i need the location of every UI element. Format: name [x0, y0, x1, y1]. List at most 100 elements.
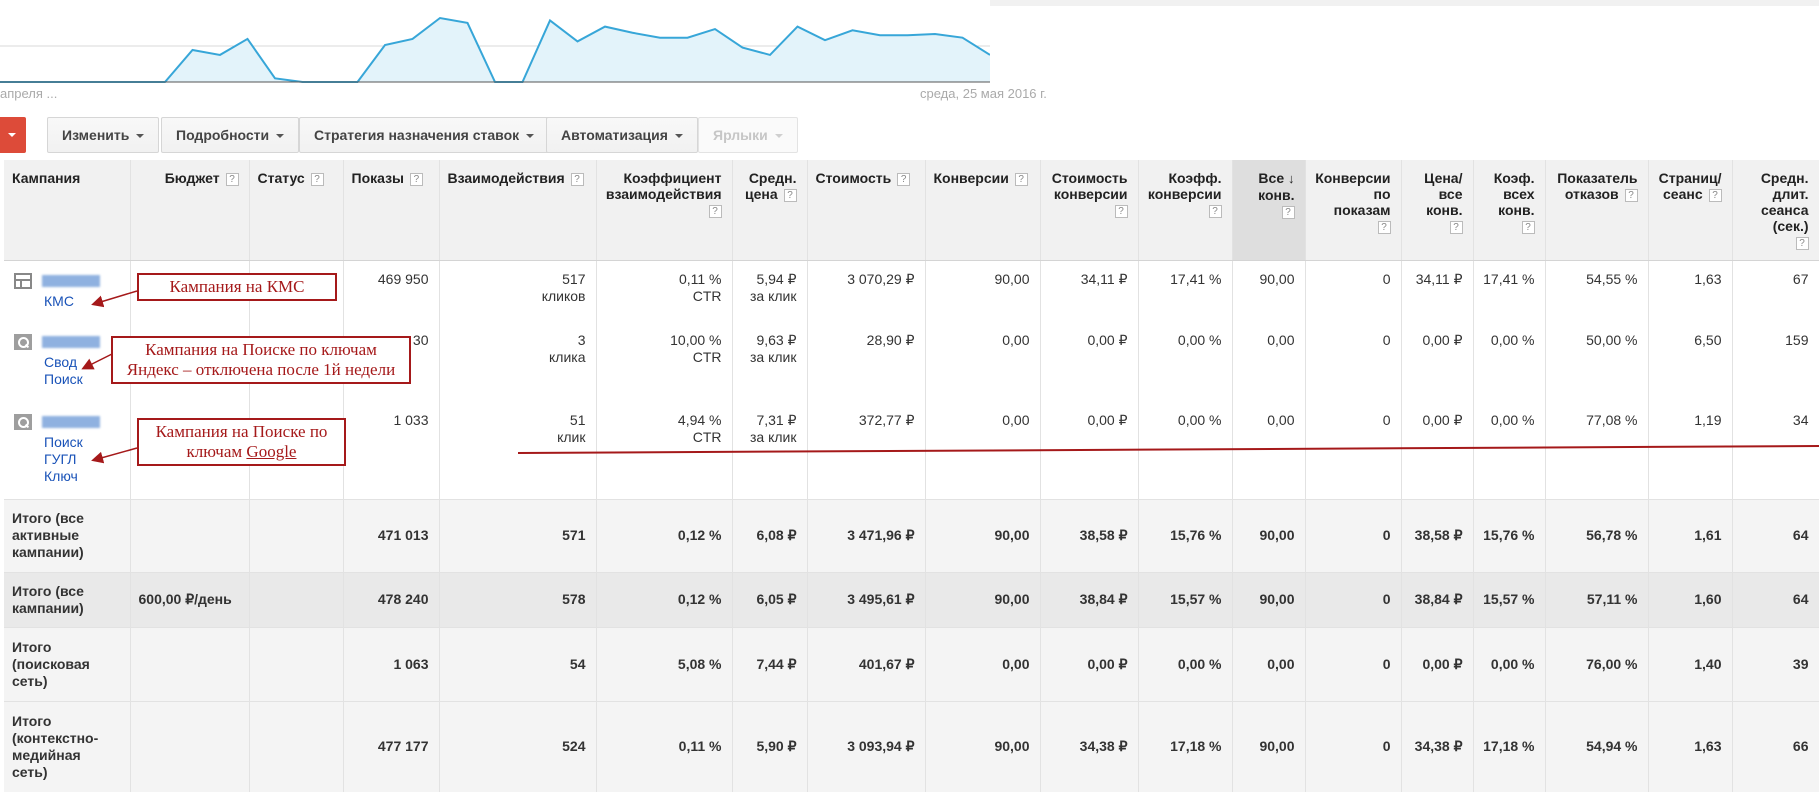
duration-cell: 39 [1732, 626, 1819, 701]
cost-all-conv-cell: 34,11 ₽ [1401, 260, 1474, 322]
all-conv-rate-cell: 0,00 % [1473, 402, 1546, 499]
help-icon[interactable]: ? [1624, 188, 1638, 202]
interactions-cell: 578 [439, 571, 597, 627]
cost-cell: 3 471,96 ₽ [807, 498, 926, 572]
all-conv-rate-cell: 17,41 % [1473, 260, 1546, 322]
help-icon[interactable]: ? [897, 172, 911, 186]
chevron-down-icon [526, 134, 535, 139]
help-icon[interactable]: ? [1014, 172, 1028, 186]
conversions-cell: 0,00 [925, 402, 1041, 499]
col-cost[interactable]: Стоимость ? [807, 160, 926, 261]
col-cost-per-conversion[interactable]: Стоимость конверсии? [1040, 160, 1139, 261]
help-icon[interactable]: ? [1208, 204, 1222, 218]
bid-strategy-button[interactable]: Стратегия назначения ставок [299, 117, 550, 153]
annotation-yandex: Кампания на Поиске по ключам Яндекс – отк… [111, 336, 411, 384]
duration-cell: 66 [1732, 700, 1819, 792]
campaign-link[interactable]: Поиск ГУГЛ Ключ [44, 434, 83, 484]
automation-button[interactable]: Автоматизация [546, 117, 698, 153]
cost-cell: 28,90 ₽ [807, 322, 926, 402]
annotation-kms: Кампания на КМС [137, 273, 337, 301]
chart-date-end: среда, 25 мая 2016 г. [920, 86, 1047, 101]
duration-cell: 67 [1732, 260, 1819, 322]
col-interactions[interactable]: Взаимодействия ? [439, 160, 597, 261]
budget-cell [130, 626, 250, 701]
help-icon[interactable]: ? [1114, 204, 1128, 218]
details-button[interactable]: Подробности [161, 117, 300, 153]
add-campaign-button[interactable] [0, 117, 26, 153]
campaign-cell: Поиск ГУГЛ Ключ [4, 402, 131, 499]
col-budget[interactable]: Бюджет ? [130, 160, 250, 261]
help-icon[interactable]: ? [409, 172, 423, 186]
help-icon[interactable]: ? [1449, 220, 1463, 234]
sort-arrow-icon: ↓ [1288, 171, 1295, 186]
chevron-down-icon [674, 134, 683, 139]
campaign-link[interactable]: Свод Поиск [44, 354, 83, 387]
total-row-display: Итого (контекстно-медийная сеть) 477 177 5… [4, 700, 1819, 792]
conversions-cell: 0,00 [925, 322, 1041, 402]
rate-cell: 0,12 % [596, 498, 733, 572]
cost-all-conv-cell: 34,38 ₽ [1401, 700, 1474, 792]
conv-rate-cell: 0,00 % [1138, 626, 1233, 701]
interactions-cell: 524 [439, 700, 597, 792]
col-campaign[interactable]: Кампания [4, 160, 131, 261]
total-row-active: Итого (все активные кампании) 471 013 571 … [4, 498, 1819, 572]
pages-cell: 1,63 [1648, 260, 1733, 322]
avg-cost-cell: 5,94 ₽ за клик [732, 260, 808, 322]
help-icon[interactable]: ? [570, 172, 584, 186]
pages-cell: 1,19 [1648, 402, 1733, 499]
bounce-cell: 56,78 % [1545, 498, 1649, 572]
cost-all-conv-cell: 38,84 ₽ [1401, 571, 1474, 627]
conv-rate-cell: 0,00 % [1138, 402, 1233, 499]
cost-conv-cell: 38,58 ₽ [1040, 498, 1139, 572]
help-icon[interactable]: ? [225, 172, 239, 186]
bounce-cell: 77,08 % [1545, 402, 1649, 499]
chevron-down-icon [276, 134, 285, 139]
bounce-cell: 50,00 % [1545, 322, 1649, 402]
col-impressions[interactable]: Показы ? [343, 160, 440, 261]
budget-cell: 600,00 ₽/день [130, 571, 250, 627]
chart-area-fill [0, 18, 990, 82]
col-cost-all-conversions[interactable]: Цена/все конв.? [1401, 160, 1474, 261]
cost-all-conv-cell: 0,00 ₽ [1401, 626, 1474, 701]
col-interaction-rate[interactable]: Коэффициент взаимодействия? [596, 160, 733, 261]
conv-rate-cell: 15,57 % [1138, 571, 1233, 627]
avg-cost-cell: 6,05 ₽ [732, 571, 808, 627]
help-icon[interactable]: ? [1795, 236, 1809, 250]
performance-chart: апреля ... среда, 25 мая 2016 г. [0, 0, 1819, 110]
help-icon[interactable]: ? [1521, 220, 1535, 234]
search-network-icon [14, 334, 32, 350]
help-icon[interactable]: ? [310, 172, 324, 186]
col-avg-cost[interactable]: Средн. цена ? [732, 160, 808, 261]
impressions-cell: 469 950 [343, 260, 440, 322]
all-conv-rate-cell: 0,00 % [1473, 322, 1546, 402]
campaign-link[interactable]: КМС [44, 292, 74, 309]
help-icon[interactable]: ? [708, 204, 722, 218]
top-strip [990, 0, 1819, 6]
cost-conv-cell: 34,38 ₽ [1040, 700, 1139, 792]
col-all-conversion-rate[interactable]: Коэф. всех конв.? [1473, 160, 1546, 261]
all-conv-cell: 90,00 [1232, 571, 1306, 627]
change-button[interactable]: Изменить [47, 117, 160, 153]
bounce-cell: 54,55 % [1545, 260, 1649, 322]
all-conv-rate-cell: 15,57 % [1473, 571, 1546, 627]
col-all-conversions[interactable]: Все ↓ конв.? [1232, 160, 1306, 261]
help-icon[interactable]: ? [783, 188, 797, 202]
help-icon[interactable]: ? [1281, 205, 1295, 219]
col-avg-session-duration[interactable]: Средн. длит. сеанса (сек.)? [1732, 160, 1819, 261]
rate-cell: 5,08 % [596, 626, 733, 701]
interactions-cell: 571 [439, 498, 597, 572]
search-network-icon [14, 414, 32, 430]
help-icon[interactable]: ? [1708, 188, 1722, 202]
col-status[interactable]: Статус ? [249, 160, 344, 261]
conversions-cell: 90,00 [925, 700, 1041, 792]
cost-cell: 372,77 ₽ [807, 402, 926, 499]
help-icon[interactable]: ? [1377, 220, 1391, 234]
col-view-through-conversions[interactable]: Конверсии по показам? [1305, 160, 1402, 261]
all-conv-cell: 0,00 [1232, 626, 1306, 701]
redacted-name [42, 416, 100, 428]
col-pages-per-session[interactable]: Страниц/сеанс ? [1648, 160, 1733, 261]
col-bounce-rate[interactable]: Показатель отказов ? [1545, 160, 1649, 261]
col-conversions[interactable]: Конверсии ? [925, 160, 1041, 261]
col-conversion-rate[interactable]: Коэфф. конверсии? [1138, 160, 1233, 261]
change-label: Изменить [62, 127, 130, 143]
